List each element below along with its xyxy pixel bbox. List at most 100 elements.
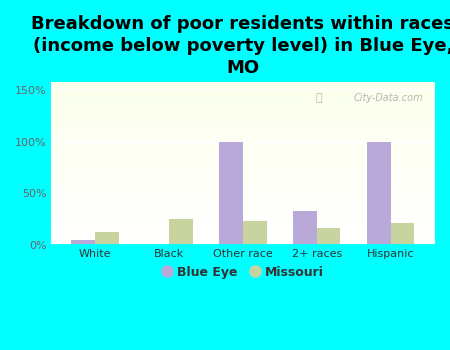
Bar bbox=[51, 199, 435, 201]
Bar bbox=[51, 209, 435, 211]
Bar bbox=[51, 212, 435, 214]
Bar bbox=[51, 106, 435, 108]
Bar bbox=[51, 118, 435, 119]
Bar bbox=[51, 103, 435, 105]
Bar bbox=[293, 211, 317, 245]
Bar bbox=[51, 188, 435, 189]
Bar bbox=[51, 82, 435, 83]
Bar bbox=[51, 135, 435, 137]
Bar bbox=[51, 237, 435, 238]
Bar bbox=[51, 93, 435, 95]
Bar bbox=[51, 222, 435, 224]
Bar bbox=[51, 88, 435, 90]
Bar bbox=[51, 230, 435, 232]
Bar bbox=[51, 108, 435, 110]
Bar bbox=[51, 170, 435, 172]
Bar bbox=[51, 110, 435, 111]
Bar bbox=[95, 232, 119, 245]
Bar bbox=[51, 165, 435, 167]
Bar bbox=[51, 114, 435, 116]
Bar bbox=[391, 223, 414, 245]
Bar bbox=[51, 184, 435, 186]
Bar bbox=[51, 127, 435, 129]
Bar bbox=[51, 137, 435, 139]
Bar bbox=[51, 124, 435, 126]
Title: Breakdown of poor residents within races
(income below poverty level) in Blue Ey: Breakdown of poor residents within races… bbox=[32, 15, 450, 77]
Bar bbox=[51, 232, 435, 233]
Bar bbox=[51, 227, 435, 229]
Bar bbox=[51, 150, 435, 152]
Bar bbox=[51, 233, 435, 235]
Bar bbox=[51, 196, 435, 197]
Bar bbox=[51, 207, 435, 209]
Bar bbox=[51, 152, 435, 154]
Bar bbox=[169, 219, 193, 245]
Bar bbox=[51, 204, 435, 206]
Bar bbox=[51, 83, 435, 85]
Legend: Blue Eye, Missouri: Blue Eye, Missouri bbox=[157, 261, 329, 284]
Bar bbox=[51, 243, 435, 245]
Bar bbox=[51, 225, 435, 227]
Bar bbox=[51, 95, 435, 96]
Bar bbox=[243, 221, 266, 245]
Bar bbox=[51, 158, 435, 160]
Bar bbox=[51, 194, 435, 196]
Text: ⓘ: ⓘ bbox=[316, 93, 323, 103]
Bar bbox=[51, 98, 435, 100]
Bar bbox=[51, 176, 435, 178]
Bar bbox=[51, 206, 435, 207]
Bar bbox=[51, 229, 435, 230]
Bar bbox=[51, 85, 435, 87]
Bar bbox=[51, 144, 435, 145]
Bar bbox=[51, 126, 435, 127]
Bar bbox=[51, 168, 435, 170]
Bar bbox=[51, 87, 435, 88]
Bar bbox=[51, 145, 435, 147]
Bar bbox=[51, 189, 435, 191]
Bar bbox=[51, 172, 435, 173]
Bar bbox=[51, 238, 435, 240]
Bar bbox=[51, 240, 435, 242]
Bar bbox=[51, 111, 435, 113]
Bar bbox=[367, 142, 391, 245]
Bar bbox=[51, 134, 435, 135]
Bar bbox=[51, 193, 435, 194]
Bar bbox=[51, 116, 435, 118]
Bar bbox=[51, 235, 435, 237]
Bar bbox=[51, 149, 435, 150]
Bar bbox=[51, 132, 435, 134]
Bar bbox=[51, 139, 435, 140]
Bar bbox=[51, 122, 435, 124]
Bar bbox=[51, 197, 435, 199]
Bar bbox=[51, 100, 435, 101]
Bar bbox=[51, 211, 435, 212]
Bar bbox=[219, 142, 243, 245]
Bar bbox=[51, 142, 435, 144]
Bar bbox=[51, 140, 435, 142]
Bar bbox=[51, 241, 435, 243]
Bar bbox=[51, 183, 435, 184]
Bar bbox=[51, 191, 435, 193]
Bar bbox=[51, 96, 435, 98]
Bar bbox=[51, 129, 435, 131]
Bar bbox=[51, 180, 435, 181]
Bar bbox=[51, 163, 435, 165]
Bar bbox=[51, 217, 435, 219]
Bar bbox=[51, 160, 435, 162]
Bar bbox=[51, 157, 435, 158]
Bar bbox=[51, 105, 435, 106]
Bar bbox=[51, 201, 435, 202]
Bar bbox=[51, 173, 435, 175]
Text: City-Data.com: City-Data.com bbox=[354, 93, 423, 103]
Bar bbox=[51, 154, 435, 155]
Bar bbox=[51, 119, 435, 121]
Bar bbox=[51, 131, 435, 132]
Bar bbox=[51, 202, 435, 204]
Bar bbox=[51, 219, 435, 220]
Bar bbox=[51, 147, 435, 149]
Bar bbox=[51, 90, 435, 91]
Bar bbox=[51, 113, 435, 114]
Bar bbox=[51, 220, 435, 222]
Bar bbox=[51, 186, 435, 188]
Bar bbox=[317, 228, 341, 245]
